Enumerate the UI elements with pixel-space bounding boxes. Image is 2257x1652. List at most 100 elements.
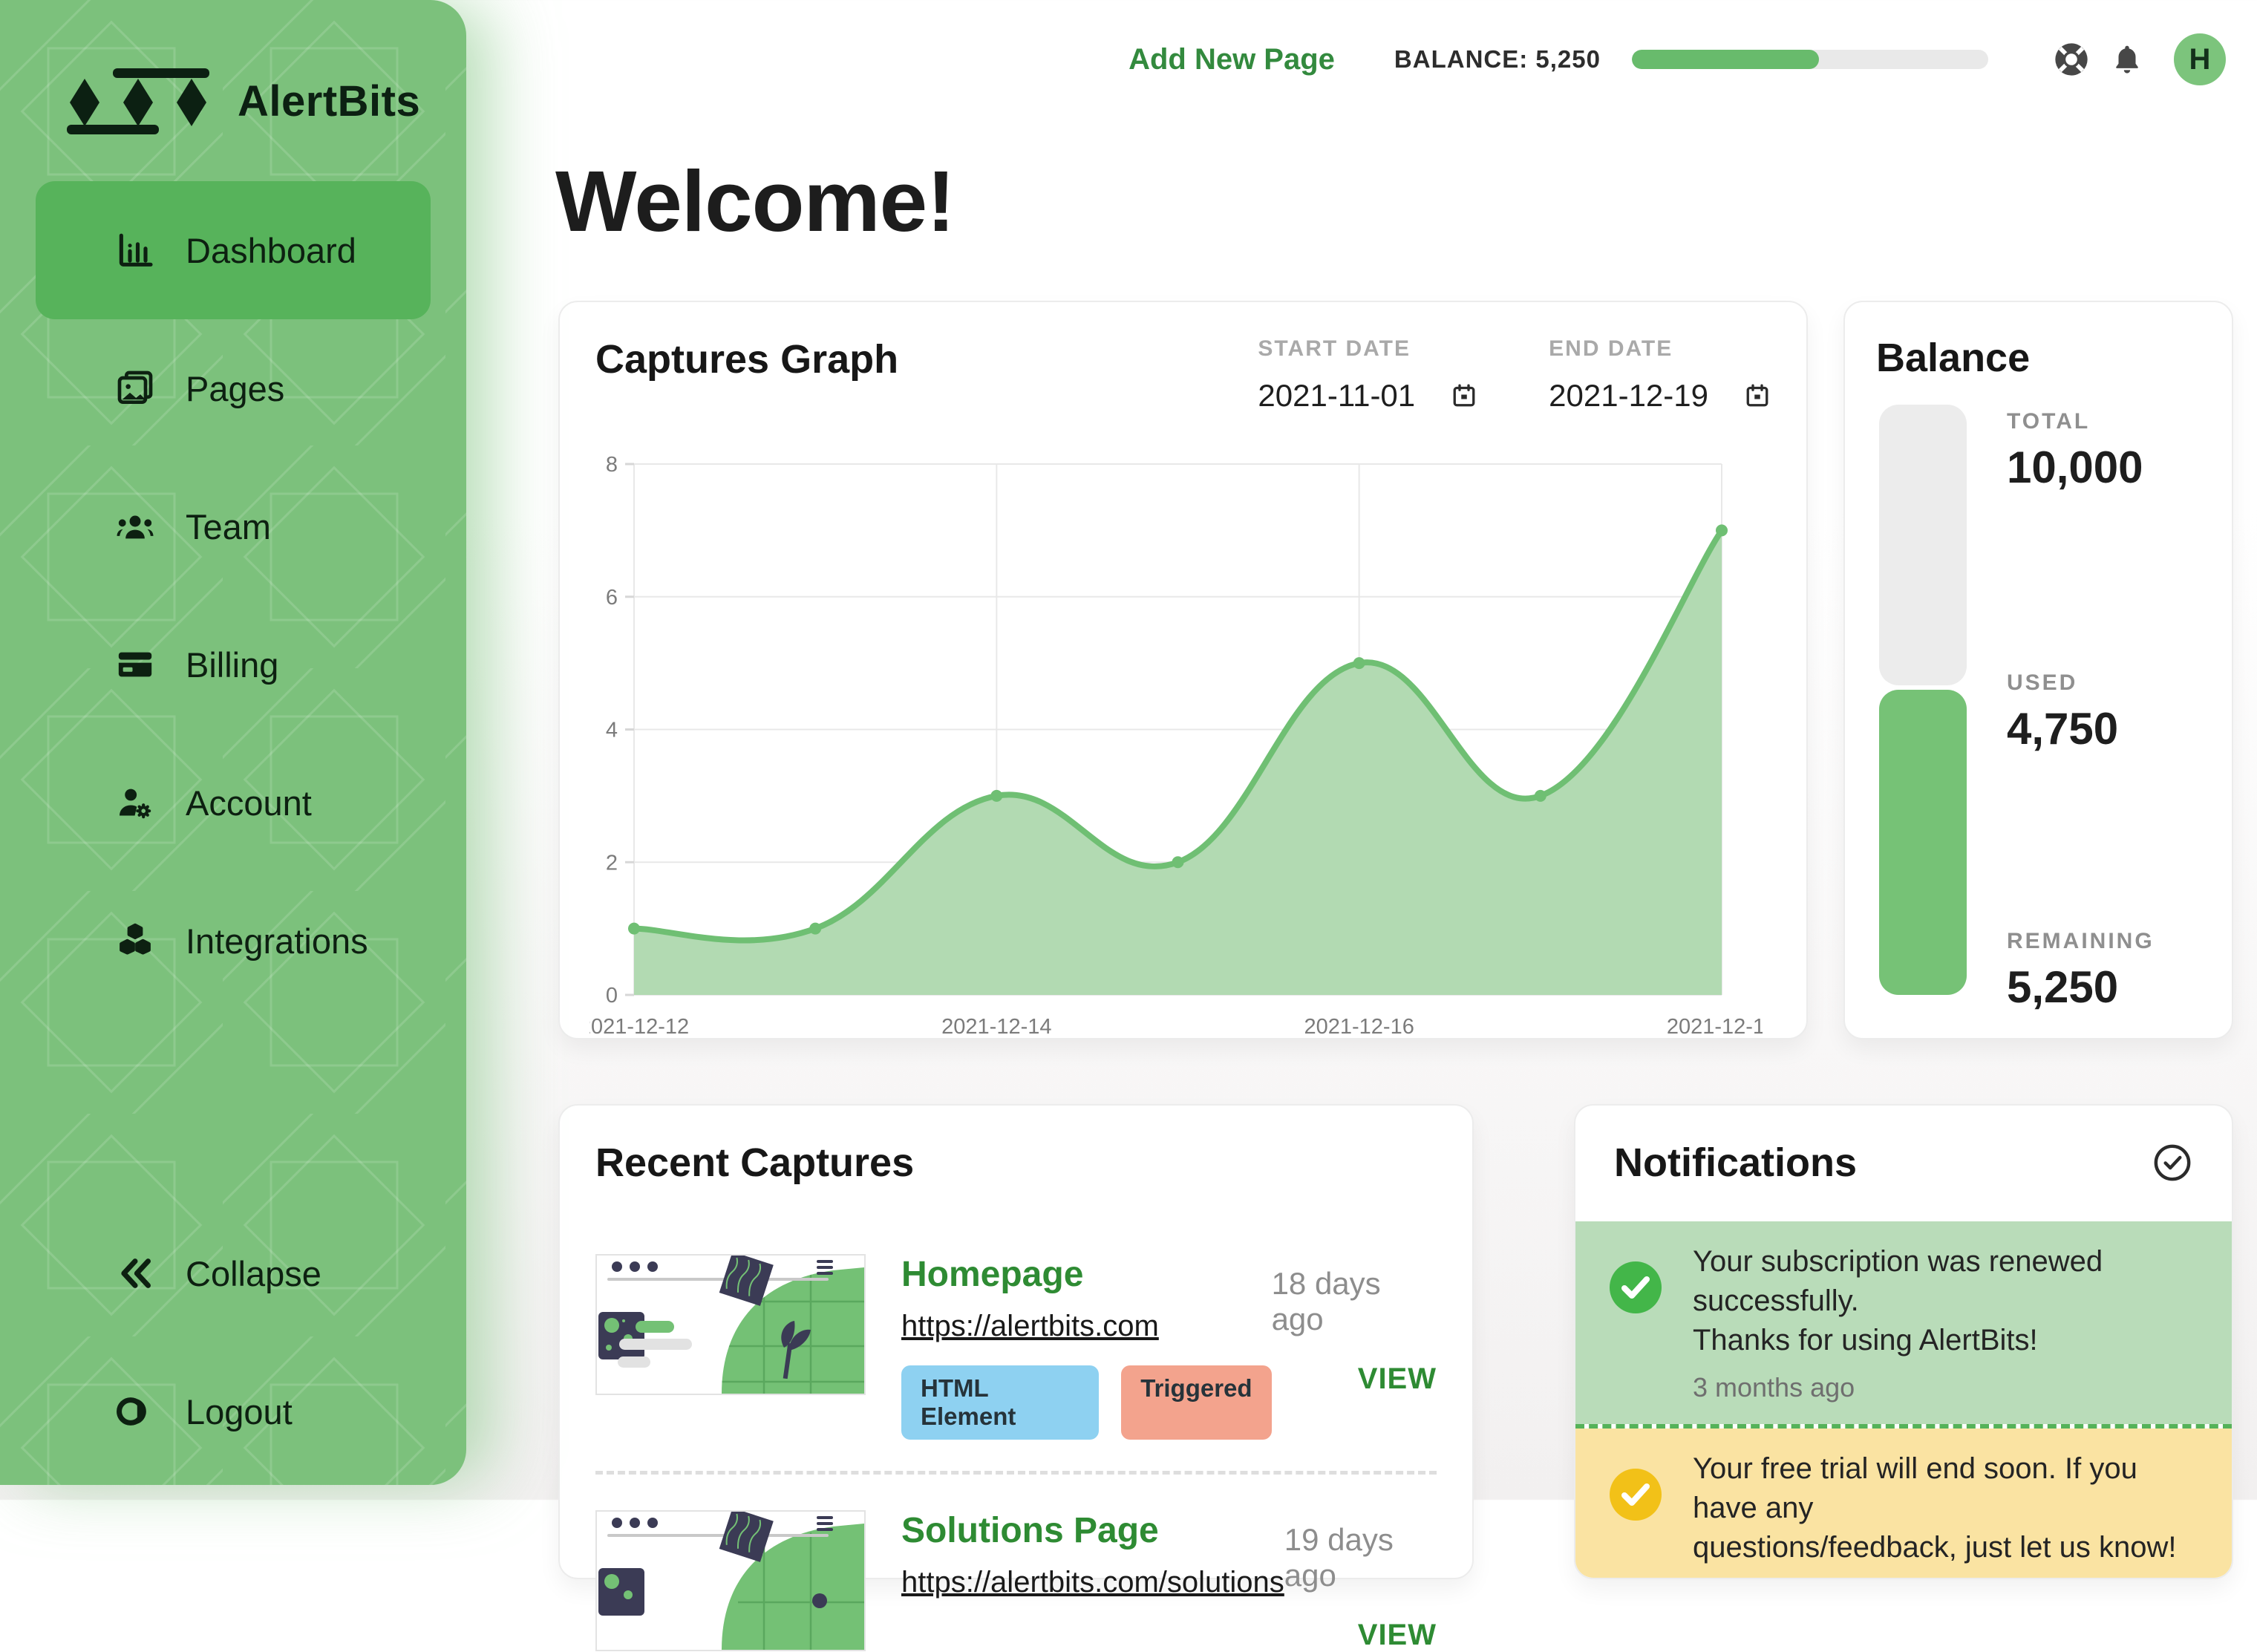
tag-html-element: HTML Element	[901, 1365, 1100, 1440]
capture-meta: 18 days ago VIEW	[1272, 1254, 1437, 1440]
account-gear-icon	[120, 789, 151, 819]
capture-age: 18 days ago	[1271, 1266, 1381, 1336]
billing-icon	[118, 652, 152, 677]
double-chevron-left-icon	[121, 1258, 151, 1288]
bar-chart-icon	[119, 233, 153, 267]
capture-info: Homepage https://alertbits.com HTML Elem…	[901, 1254, 1272, 1440]
captures-graph-header: Captures Graph START DATE 2021-11-01	[595, 336, 1771, 414]
recent-captures-card: Recent Captures	[558, 1104, 1474, 1651]
notification-text: Your subscription was renewed successful…	[1693, 1242, 2198, 1403]
notification-line: questions/feedback, just let us know!	[1693, 1531, 2177, 1564]
captures-chart: 2021-12-12 2021-12-14 2021-12-16 2021-12-18…	[579, 443, 1777, 1041]
row-separator	[595, 1471, 1437, 1475]
area-chart: 2021-12-12 2021-12-14 2021-12-16 2021-12-18…	[579, 453, 1777, 1039]
notifications-card: Notifications Your subscription was rene…	[1574, 1104, 2233, 1579]
balance-remaining-label: REMAINING	[2007, 929, 2155, 953]
sidebar-item-label: Collapse	[186, 1253, 321, 1293]
sidebar-item-label: Pages	[186, 368, 285, 408]
user-avatar[interactable]: H	[2174, 33, 2226, 85]
pages-icon	[117, 370, 153, 404]
notification-text: Your free trial will end soon. If you ha…	[1693, 1449, 2198, 1578]
sidebar-item-account[interactable]: Account	[36, 734, 431, 872]
notification-line: Thanks for using AlertBits!	[1693, 1324, 2038, 1356]
balance-remaining-group: REMAINING 5,250	[2007, 929, 2155, 1013]
app-name: AlertBits	[238, 76, 421, 125]
capture-name-link[interactable]: Solutions Page	[901, 1511, 1159, 1550]
start-date-label: START DATE	[1258, 336, 1411, 361]
capture-row-solutions: Solutions Page https://alertbits.com/sol…	[595, 1510, 1437, 1652]
captures-graph-title: Captures Graph	[595, 337, 899, 382]
balance-label: BALANCE: 5,250	[1394, 45, 1601, 73]
sidebar-item-team[interactable]: Team	[36, 457, 431, 595]
recent-captures-title: Recent Captures	[595, 1140, 915, 1185]
sidebar: AlertBits Dashboard Pages	[0, 0, 466, 1485]
capture-name-link[interactable]: Homepage	[901, 1255, 1084, 1294]
balance-total-group: TOTAL 10,000	[2007, 409, 2143, 493]
mark-all-read-icon[interactable]	[2152, 1142, 2193, 1184]
logout-icon	[117, 1397, 146, 1426]
end-date-label: END DATE	[1549, 336, 1673, 361]
calendar-icon[interactable]	[1451, 382, 1477, 409]
sidebar-item-collapse[interactable]: Collapse	[36, 1204, 431, 1342]
start-date-group: START DATE 2021-11-01	[1258, 336, 1477, 414]
notifications-header: Notifications	[1575, 1106, 2232, 1186]
alertbits-logo-icon	[67, 68, 209, 134]
balance-total-value: 10,000	[2007, 443, 2143, 492]
balance-progress-fill	[1632, 50, 1819, 69]
balance-used-segment	[1879, 405, 1967, 685]
end-date-input[interactable]: 2021-12-19	[1549, 378, 1708, 413]
svg-text:2021-12-14: 2021-12-14	[941, 1015, 1051, 1037]
page-title: Welcome!	[555, 153, 956, 249]
tag-triggered: Triggered	[1121, 1365, 1272, 1440]
notifications-title: Notifications	[1614, 1140, 1858, 1185]
main-content: Add New Page BALANCE: 5,250 H Welcome! C…	[466, 0, 2257, 1651]
svg-text:2021-12-12: 2021-12-12	[589, 1015, 689, 1037]
notification-line: Your subscription was renewed successful…	[1693, 1245, 2103, 1317]
capture-row-homepage: Homepage https://alertbits.com HTML Elem…	[595, 1254, 1437, 1440]
end-date-group: END DATE 2021-12-19	[1549, 336, 1771, 414]
svg-text:8: 8	[606, 453, 618, 477]
sidebar-item-label: Team	[186, 506, 271, 546]
add-new-page-button[interactable]: Add New Page	[1128, 42, 1335, 76]
sidebar-item-integrations[interactable]: Integrations	[36, 872, 431, 1010]
start-date-input[interactable]: 2021-11-01	[1258, 378, 1416, 413]
warning-check-icon	[1610, 1469, 1662, 1521]
sidebar-item-label: Billing	[186, 644, 279, 685]
calendar-icon[interactable]	[1744, 382, 1771, 409]
sidebar-item-dashboard[interactable]: Dashboard	[36, 181, 431, 319]
sidebar-item-logout[interactable]: Logout	[36, 1342, 431, 1480]
notification-separator	[1575, 1424, 2232, 1429]
capture-url-link[interactable]: https://alertbits.com/solutions	[901, 1566, 1284, 1599]
sidebar-item-label: Account	[186, 783, 312, 823]
capture-tags: HTML Element Triggered	[901, 1365, 1272, 1440]
sidebar-item-label: Logout	[186, 1391, 293, 1431]
svg-text:4: 4	[606, 719, 618, 742]
balance-remaining-segment	[1879, 690, 1967, 995]
sidebar-item-pages[interactable]: Pages	[36, 319, 431, 457]
help-lifering-icon[interactable]	[2052, 40, 2091, 79]
app-logo: AlertBits	[0, 0, 466, 140]
notification-warning[interactable]: Your free trial will end soon. If you ha…	[1575, 1429, 2232, 1578]
balance-total-label: TOTAL	[2007, 409, 2091, 434]
notification-line: Your free trial will end soon. If you ha…	[1693, 1452, 2137, 1524]
svg-text:6: 6	[606, 586, 618, 610]
notifications-list: Your subscription was renewed successful…	[1575, 1221, 2232, 1578]
view-button[interactable]: VIEW	[1357, 1362, 1437, 1395]
notifications-bell-icon[interactable]	[2110, 41, 2144, 78]
capture-url-link[interactable]: https://alertbits.com	[901, 1310, 1159, 1342]
balance-card: Balance TOTAL 10,000 USED 4,750 REMAININ…	[1843, 301, 2233, 1039]
capture-thumbnail-illustration	[595, 1254, 866, 1395]
balance-bar	[1879, 405, 1967, 995]
cubes-icon	[120, 923, 151, 955]
sidebar-item-billing[interactable]: Billing	[36, 595, 431, 734]
notification-success[interactable]: Your subscription was renewed successful…	[1575, 1221, 2232, 1424]
success-check-icon	[1610, 1261, 1662, 1313]
notification-age: 3 months ago	[1693, 1372, 1855, 1403]
sidebar-footer: Collapse Logout	[0, 1204, 466, 1485]
balance-progress-bar	[1632, 50, 1988, 69]
captures-graph-card: Captures Graph START DATE 2021-11-01	[558, 301, 1808, 1039]
svg-text:2021-12-16: 2021-12-16	[1304, 1015, 1414, 1037]
sidebar-item-label: Integrations	[186, 921, 368, 961]
view-button[interactable]: VIEW	[1357, 1619, 1437, 1651]
team-icon	[117, 515, 154, 539]
